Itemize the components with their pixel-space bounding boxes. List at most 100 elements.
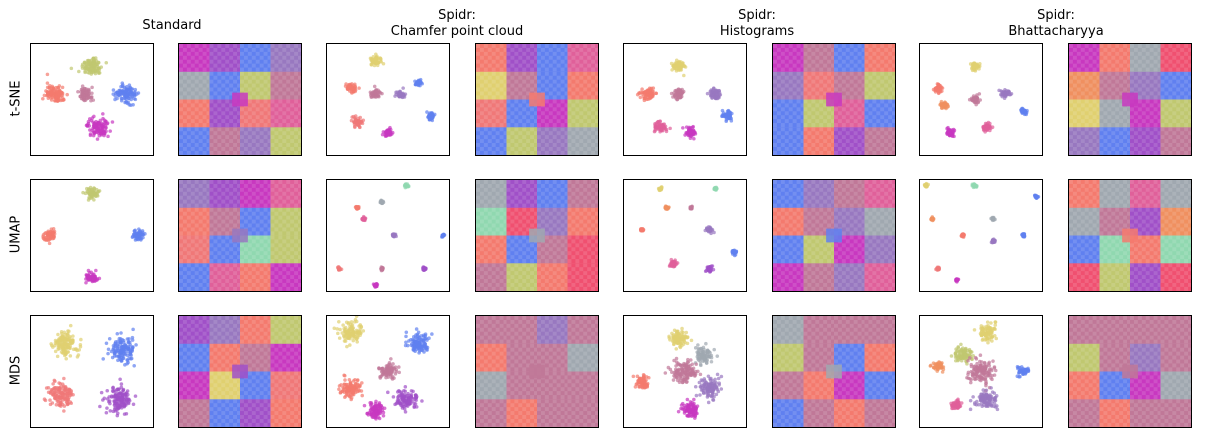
- texture-cell: [186, 127, 191, 132]
- texture-cell: [803, 59, 808, 64]
- texture-cell: [583, 115, 588, 120]
- texture-cell: [591, 143, 596, 147]
- texture-cell: [845, 119, 850, 124]
- texture-cell: [290, 55, 295, 60]
- texture-cell: [595, 183, 598, 188]
- texture-cell: [548, 83, 553, 88]
- point: [44, 89, 48, 93]
- texture-cell: [1092, 87, 1097, 92]
- image-tile: [567, 44, 598, 73]
- texture-cell: [560, 44, 565, 48]
- texture-cell: [209, 279, 214, 283]
- texture-cell: [491, 44, 496, 48]
- texture-cell: [255, 44, 260, 48]
- texture-cell: [206, 191, 211, 196]
- texture-cell: [198, 146, 203, 151]
- texture-cell: [1188, 103, 1191, 108]
- texture-cell: [849, 44, 854, 48]
- image-tile: [864, 44, 895, 73]
- texture-cell: [1137, 135, 1142, 140]
- texture-cell: [857, 135, 862, 140]
- texture-cell: [1107, 44, 1112, 48]
- texture-cell: [237, 211, 241, 216]
- image-tile: [179, 71, 210, 101]
- texture-cell: [548, 191, 553, 196]
- texture-cell: [225, 87, 230, 92]
- point: [651, 86, 656, 90]
- texture-cell: [1168, 79, 1173, 84]
- texture-cell: [526, 83, 531, 88]
- texture-cell: [827, 71, 832, 76]
- texture-cell: [217, 67, 222, 72]
- texture-cell: [884, 75, 889, 80]
- texture-cell: [217, 279, 222, 283]
- texture-cell: [548, 183, 553, 188]
- texture-cell: [290, 183, 295, 188]
- texture-cell: [1076, 99, 1081, 104]
- texture-cell: [857, 127, 862, 132]
- texture-cell: [864, 79, 869, 84]
- texture-cell: [209, 123, 214, 128]
- texture-cell: [278, 207, 283, 212]
- point: [374, 88, 379, 93]
- texture-cell: [811, 87, 816, 92]
- texture-cell: [270, 286, 275, 291]
- texture-cell: [1084, 87, 1089, 92]
- texture-cell: [841, 51, 846, 56]
- point: [42, 93, 47, 98]
- texture-cell: [476, 195, 480, 200]
- texture-cell: [1088, 103, 1093, 108]
- point: [126, 87, 131, 91]
- texture-cell: [263, 87, 268, 92]
- texture-cell: [233, 207, 238, 212]
- texture-cell: [1188, 119, 1191, 124]
- texture-cell: [506, 79, 511, 84]
- texture-cell: [278, 150, 283, 155]
- texture-cell: [233, 67, 238, 72]
- texture-cell: [198, 139, 203, 144]
- texture-cell: [251, 47, 256, 52]
- texture-cell: [1184, 107, 1189, 112]
- texture-cell: [823, 103, 828, 108]
- texture-cell: [1069, 143, 1073, 147]
- texture-cell: [583, 87, 588, 92]
- point: [988, 121, 992, 126]
- texture-cell: [217, 95, 222, 100]
- texture-cell: [811, 71, 816, 76]
- texture-cell: [1180, 131, 1185, 136]
- texture-cell: [803, 67, 808, 72]
- texture-cell: [286, 115, 291, 120]
- texture-cell: [853, 83, 858, 88]
- texture-cell: [872, 143, 877, 147]
- texture-cell: [1115, 67, 1120, 72]
- texture-cell: [1137, 127, 1142, 132]
- texture-cell: [892, 131, 895, 136]
- texture-cell: [267, 219, 272, 224]
- texture-cell: [583, 135, 588, 140]
- texture-cell: [776, 146, 781, 151]
- texture-cell: [247, 107, 252, 112]
- texture-cell: [240, 271, 244, 276]
- texture-cell: [595, 103, 598, 108]
- texture-cell: [1145, 127, 1150, 132]
- image-tile: [864, 127, 895, 155]
- texture-cell: [567, 67, 572, 72]
- texture-cell: [540, 55, 545, 60]
- texture-cell: [278, 279, 283, 283]
- texture-cell: [564, 146, 569, 151]
- texture-cell: [194, 79, 199, 84]
- texture-cell: [1176, 115, 1181, 120]
- texture-cell: [194, 99, 199, 104]
- texture-cell: [294, 127, 299, 132]
- texture-cell: [298, 275, 301, 280]
- texture-cell: [278, 107, 283, 112]
- texture-cell: [567, 71, 572, 76]
- texture-cell: [503, 199, 508, 204]
- texture-cell: [194, 223, 199, 228]
- texture-cell: [202, 243, 207, 248]
- texture-cell: [1137, 99, 1142, 104]
- texture-cell: [1069, 135, 1073, 140]
- texture-cell: [579, 111, 584, 116]
- texture-cell: [190, 239, 195, 244]
- point: [375, 63, 380, 68]
